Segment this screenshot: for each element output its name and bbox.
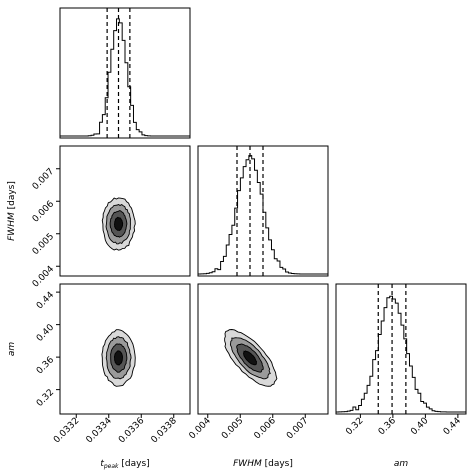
panel-frame-fwhm (197, 145, 329, 277)
x-axis-tpeak: 0.0332 0.0334 0.0336 0.0338 tpeak [days] (52, 414, 179, 470)
x-tick-label: 0.0336 (117, 416, 147, 446)
y-tick-label: 0.44 (35, 290, 56, 311)
x-tick-label: 0.0332 (52, 416, 81, 445)
x-axis-label-fwhm: FWHM [days] (233, 459, 293, 469)
panel-frame-amp-tpeak (59, 283, 191, 415)
x-tick-label: 0.32 (344, 416, 365, 437)
x-axis-label-tpeak: tpeak [days] (100, 459, 149, 470)
panel-frame-amp-fwhm (197, 283, 329, 415)
panel-frame-amp (335, 283, 467, 415)
histogram-tpeak (59, 7, 191, 139)
panel-frame-fwhm-tpeak (59, 145, 191, 277)
y-tick-label: 0.36 (35, 355, 56, 376)
x-tick-label: 0.005 (220, 416, 245, 441)
density-panel-amp-vs-fwhm (197, 283, 329, 415)
contour-level-3 (242, 350, 258, 366)
y-tick-label: 0.005 (31, 232, 56, 257)
histogram-fwhm (197, 145, 329, 277)
y-tick-label: 0.40 (35, 322, 56, 343)
histogram-steps-fwhm (197, 155, 329, 276)
y-axis-fwhm: 0.004 0.005 0.006 0.007 FWHM [days] (7, 167, 60, 290)
y-tick-label: 0.007 (31, 167, 56, 192)
y-tick-label: 0.006 (31, 199, 56, 224)
density-panel-fwhm-vs-tpeak (59, 145, 191, 277)
density-panel-amp-vs-tpeak (59, 283, 191, 415)
y-tick-label: 0.32 (35, 388, 56, 409)
panel-frame-tpeak (59, 7, 191, 139)
y-axis-amp: 0.32 0.36 0.40 0.44 am (7, 290, 60, 409)
x-axis-fwhm: 0.004 0.005 0.006 0.007 FWHM [days] (188, 414, 310, 469)
x-tick-label: 0.0334 (85, 416, 115, 446)
y-tick-label: 0.004 (31, 264, 56, 289)
contour-level-3 (113, 350, 123, 366)
x-axis-amp: 0.32 0.36 0.40 0.44 am (344, 414, 463, 469)
x-tick-label: 0.004 (188, 416, 213, 441)
histogram-steps-amp (335, 295, 467, 414)
y-axis-label-amp: am (7, 342, 17, 357)
x-tick-label: 0.006 (253, 416, 278, 441)
y-axis-label-fwhm: FWHM [days] (7, 181, 17, 241)
x-tick-label: 0.0338 (150, 416, 180, 446)
x-tick-label: 0.40 (409, 416, 430, 437)
contour-level-3 (114, 216, 124, 231)
histogram-amp (335, 283, 467, 415)
x-tick-label: 0.36 (377, 416, 398, 437)
x-tick-label: 0.007 (285, 416, 310, 441)
histogram-steps-tpeak (59, 18, 191, 138)
x-axis-label-amp: am (394, 459, 409, 469)
x-tick-label: 0.44 (442, 416, 463, 437)
